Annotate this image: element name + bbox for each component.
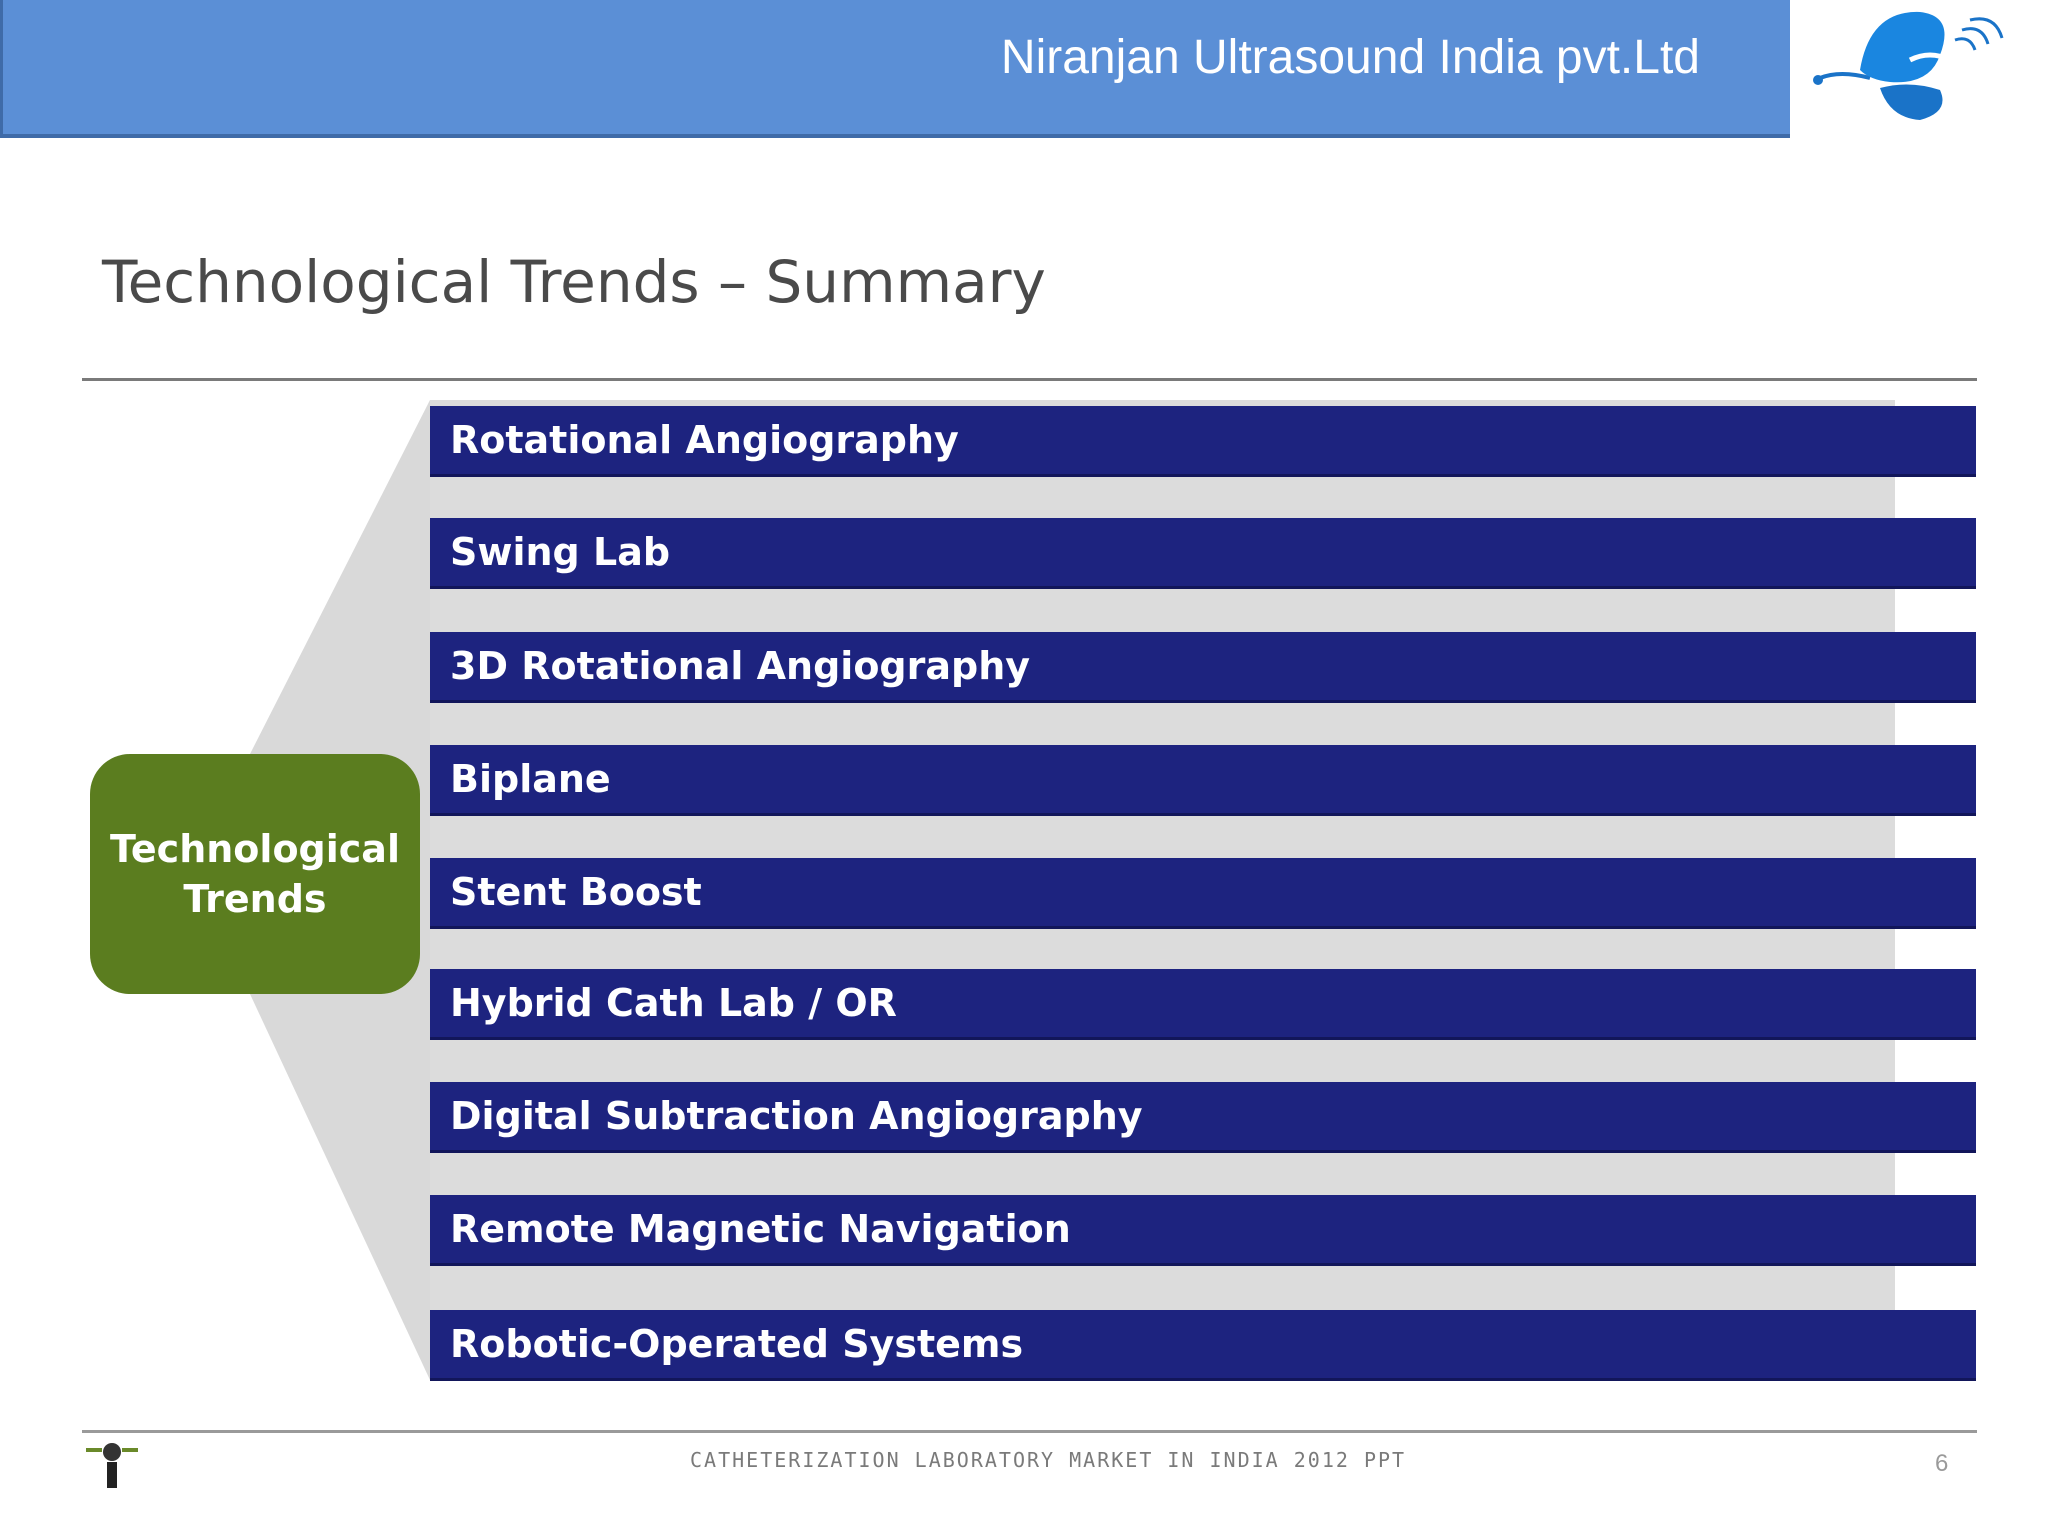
slide-title: Technological Trends – Summary (102, 248, 1046, 316)
trend-bar-stent-boost: Stent Boost (430, 858, 1976, 926)
header-bar: Niranjan Ultrasound India pvt.Ltd (0, 0, 1790, 138)
page-number: 6 (1935, 1450, 1949, 1477)
footer-divider (82, 1430, 1977, 1433)
trend-bar-digital-subtraction-angiography: Digital Subtraction Angiography (430, 1082, 1976, 1150)
logo-box (1790, 0, 2048, 140)
trend-bar-remote-magnetic-navigation: Remote Magnetic Navigation (430, 1195, 1976, 1263)
trend-bar-hybrid-cath-lab: Hybrid Cath Lab / OR (430, 969, 1976, 1037)
title-divider (82, 378, 1977, 381)
trend-bar-swing-lab: Swing Lab (430, 518, 1976, 586)
footer-text: CATHETERIZATION LABORATORY MARKET IN IND… (690, 1448, 1407, 1472)
company-name: Niranjan Ultrasound India pvt.Ltd (1000, 31, 1700, 84)
butterfly-logo-icon (1813, 11, 2004, 120)
small-logo-icon (86, 1443, 138, 1488)
trend-bar-biplane: Biplane (430, 745, 1976, 813)
trend-bar-robotic-operated-systems: Robotic-Operated Systems (430, 1310, 1976, 1378)
technological-trends-hub: Technological Trends (90, 754, 420, 994)
trend-bar-3d-rotational-angiography: 3D Rotational Angiography (430, 632, 1976, 700)
trend-bar-rotational-angiography: Rotational Angiography (430, 406, 1976, 474)
